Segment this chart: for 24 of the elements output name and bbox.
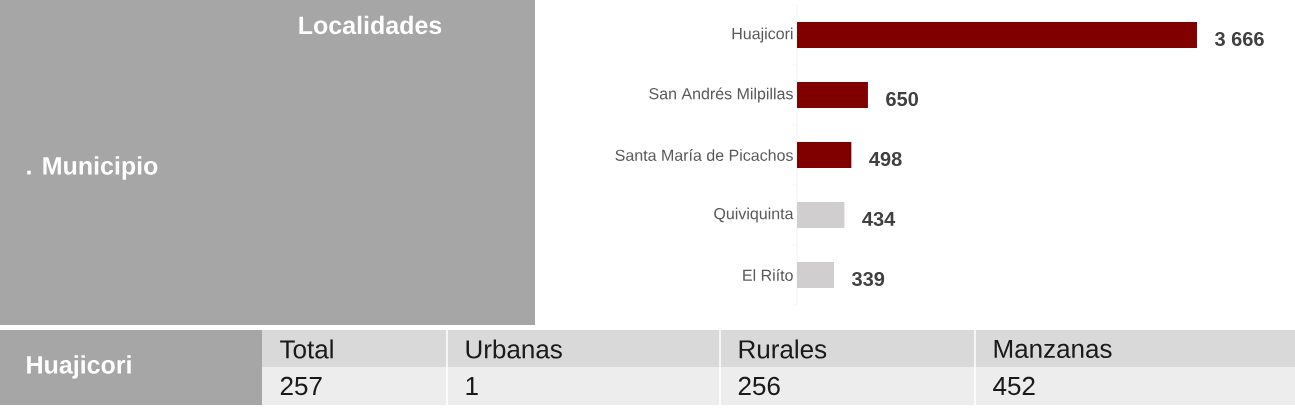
y-tick-label: El Riíto [743, 269, 793, 281]
text: Localidades [299, 15, 442, 35]
text: 1 [466, 377, 478, 395]
text: Rurales [739, 339, 827, 359]
y-tick-label: Santa María de Picachos [615, 149, 793, 161]
bar [797, 22, 1197, 48]
y-tick-label: Huajicori [732, 27, 793, 43]
bar [797, 82, 868, 108]
text: Huajicori [27, 355, 131, 379]
y-tick-label: San Andrés Milpillas [649, 87, 793, 103]
text: . Municipio [27, 156, 158, 180]
y-tick-label: Quiviquinta [714, 207, 794, 223]
data-label: 339 [851, 271, 885, 287]
text: 256 [738, 376, 780, 396]
text: 452 [993, 376, 1035, 396]
data-label: 434 [862, 211, 896, 227]
text: Urbanas [466, 339, 562, 359]
data-label: 498 [869, 151, 902, 167]
text: Manzanas [994, 339, 1112, 359]
data-label: 3 666 [1214, 31, 1264, 47]
data-label: 650 [886, 91, 918, 107]
text: Total [280, 339, 333, 359]
bar [797, 142, 852, 168]
text: 257 [280, 376, 322, 396]
